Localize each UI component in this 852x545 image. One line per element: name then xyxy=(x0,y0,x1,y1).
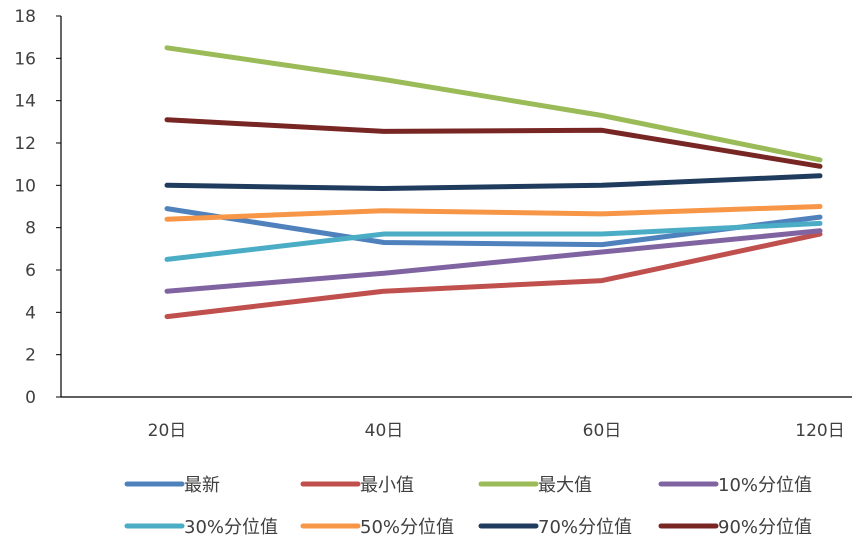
series-line-2 xyxy=(164,45,823,163)
series-line-5 xyxy=(164,204,823,222)
x-tick-label: 20日 xyxy=(148,421,187,441)
series-line-4 xyxy=(164,220,823,262)
legend-label: 最新 xyxy=(184,475,220,496)
series-lines xyxy=(164,45,823,320)
x-axis-ticks: 20日 40日 60日 120日 xyxy=(148,421,845,441)
legend-label: 90%分位值 xyxy=(718,517,812,538)
x-tick-label: 40日 xyxy=(365,421,404,441)
y-tick-label: 6 xyxy=(25,261,36,281)
x-tick-label: 120日 xyxy=(795,421,844,441)
legend: 最新 最小值 最大值 10%分位值 30%分位值 50%分位值 70%分位值 90%分位值 xyxy=(124,475,812,538)
y-tick-label: 8 xyxy=(25,219,36,239)
y-tick-label: 10 xyxy=(14,176,36,196)
x-tick-label: 60日 xyxy=(583,421,622,441)
legend-label: 最大值 xyxy=(538,475,592,496)
series-line-6 xyxy=(164,173,823,191)
legend-label: 最小值 xyxy=(360,475,414,496)
y-tick-label: 2 xyxy=(25,346,36,366)
y-tick-label: 14 xyxy=(14,92,36,112)
legend-label: 10%分位值 xyxy=(718,475,812,496)
legend-label: 70%分位值 xyxy=(538,517,632,538)
series-line-1 xyxy=(164,231,823,320)
legend-label: 30%分位值 xyxy=(184,517,278,538)
y-tick-label: 12 xyxy=(14,134,36,154)
axes xyxy=(60,16,852,398)
series-line-3 xyxy=(164,228,823,294)
y-tick-label: 18 xyxy=(14,7,36,27)
y-tick-label: 4 xyxy=(25,303,36,323)
y-tick-label: 16 xyxy=(14,49,36,69)
y-axis-ticks: 0 2 4 6 8 10 12 14 16 18 xyxy=(14,7,61,408)
legend-label: 50%分位值 xyxy=(360,517,454,538)
series-line-7 xyxy=(164,117,823,169)
y-tick-label: 0 xyxy=(25,388,36,408)
